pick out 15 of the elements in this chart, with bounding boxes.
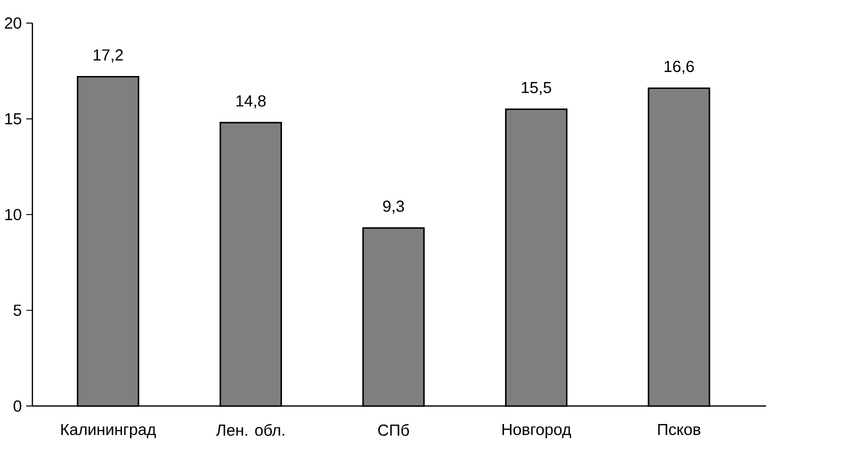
y-tick-label: 0 [14,400,22,412]
x-tick-label: Псков [658,424,700,435]
x-tick-label: Лен. обл. [216,424,284,436]
y-tick-label: 20 [4,17,22,29]
y-tick-label: 15 [5,113,22,124]
x-tick-label: Новгород [502,424,572,438]
x-tick-label: Калининград [61,424,156,438]
x-tick-label: СПб [378,424,409,436]
y-tick-label: 10 [5,208,22,220]
data-label: 9,3 [383,200,404,214]
data-label: 14,8 [236,95,266,108]
data-label: 17,2 [94,49,123,62]
data-label: 15,5 [522,82,552,95]
data-label: 16,6 [664,60,694,74]
y-tick-label: 5 [14,304,22,316]
